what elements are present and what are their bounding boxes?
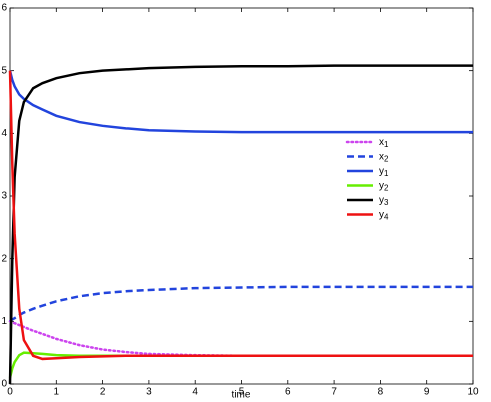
x-tick-label: 2 [100, 387, 106, 398]
y-tick-label: 6 [1, 3, 7, 14]
x-tick-label: 3 [146, 387, 152, 398]
x-tick-label: 6 [285, 387, 291, 398]
x-tick-label: 0 [7, 387, 13, 398]
y-tick-label: 1 [1, 316, 7, 327]
x-tick-label: 4 [192, 387, 198, 398]
legend-label: y3 [379, 195, 389, 207]
x-tick-label: 7 [331, 387, 337, 398]
series-line [8, 70, 473, 361]
y-tick-label: 0 [1, 379, 7, 390]
legend-box [343, 134, 411, 225]
x-axis-label: time [232, 390, 251, 401]
x-tick-label: 1 [54, 387, 60, 398]
legend-label: y2 [379, 180, 389, 192]
series-line [8, 70, 473, 134]
x-tick-label: 9 [424, 387, 430, 398]
y-tick-label: 4 [1, 128, 7, 139]
legend-label: x1 [379, 137, 389, 149]
legend-label: y4 [379, 209, 389, 221]
legend-label: y1 [379, 166, 389, 178]
x-tick-label: 10 [467, 387, 479, 398]
y-tick-label: 2 [1, 253, 7, 264]
series-line [8, 64, 473, 385]
y-tick-label: 5 [1, 65, 7, 76]
x-tick-label: 8 [378, 387, 384, 398]
legend-label: x2 [379, 151, 389, 163]
y-tick-label: 3 [1, 191, 7, 202]
x-tick-label: 5 [239, 387, 245, 398]
